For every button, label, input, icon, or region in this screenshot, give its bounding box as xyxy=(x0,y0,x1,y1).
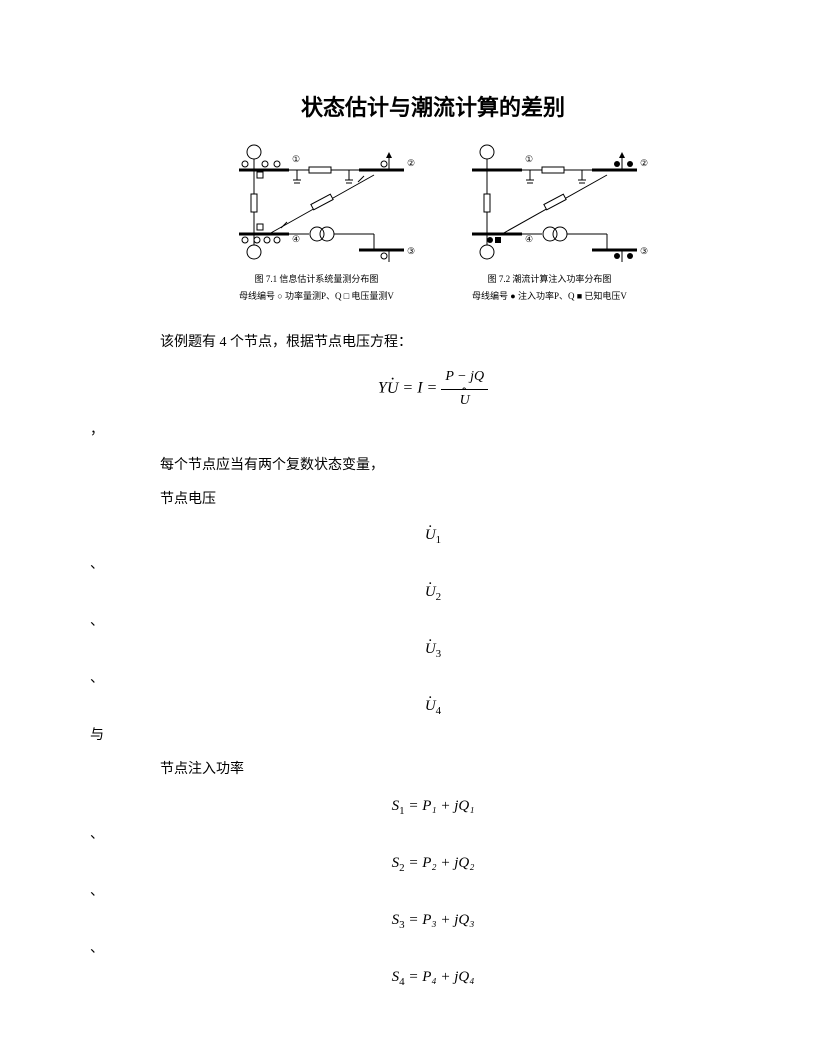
var-u2: U2 xyxy=(160,580,706,607)
tick-s3: 、 xyxy=(90,938,706,960)
diagram-right-legend: 母线编号 ● 注入功率P、Q ■ 已知电压V xyxy=(442,290,657,303)
svg-text:③: ③ xyxy=(407,246,415,256)
tick-1: 、 xyxy=(90,554,706,576)
svg-text:①: ① xyxy=(292,154,300,164)
svg-text:④: ④ xyxy=(525,234,533,244)
eq-s4: S4 = P₄ + jQ₄ xyxy=(160,965,706,992)
tick-s1: 、 xyxy=(90,824,706,846)
svg-text:②: ② xyxy=(407,158,415,168)
paragraph-2: 每个节点应当有两个复数状态变量， xyxy=(160,455,706,477)
paragraph-1: 该例题有 4 个节点，根据节点电压方程： xyxy=(160,332,706,354)
svg-text:④: ④ xyxy=(292,234,300,244)
page-title: 状态估计与潮流计算的差别 xyxy=(160,90,706,122)
var-u1: U1 xyxy=(160,523,706,550)
svg-text:③: ③ xyxy=(640,246,648,256)
diagram-left: ① ② ③ ④ 图 7.1 信息估计系统量测分布图 母线编号 ○ 功率量测P、Q… xyxy=(209,142,424,302)
equation-main: YU = I = P − jQ U xyxy=(160,366,706,412)
svg-text:②: ② xyxy=(640,158,648,168)
tick-3: 、 xyxy=(90,668,706,690)
diagram-right-caption: 图 7.2 潮流计算注入功率分布图 xyxy=(442,273,657,287)
eq-s1: S1 = P₁ + jQ₁ xyxy=(160,794,706,821)
diagram-left-legend: 母线编号 ○ 功率量测P、Q □ 电压量测V xyxy=(209,290,424,303)
svg-text:①: ① xyxy=(525,154,533,164)
eq-s2: S2 = P₂ + jQ₂ xyxy=(160,851,706,878)
diagram-right: ① ② ③ ④ 图 7.2 潮流计算注入功率分布图 母线编号 ● 注入功率P、Q… xyxy=(442,142,657,302)
var-u3: U3 xyxy=(160,637,706,664)
paragraph-3: 节点电压 xyxy=(160,489,706,511)
tick-s2: 、 xyxy=(90,881,706,903)
body-content: 该例题有 4 个节点，根据节点电压方程： YU = I = P − jQ U ，… xyxy=(160,332,706,991)
circuit-diagram-right: ① ② ③ ④ xyxy=(442,142,657,262)
yu-label: 与 xyxy=(90,725,706,747)
diagram-left-caption: 图 7.1 信息估计系统量测分布图 xyxy=(209,273,424,287)
tick-2: 、 xyxy=(90,611,706,633)
eq-s3: S3 = P₃ + jQ₃ xyxy=(160,908,706,935)
circuit-diagram-left: ① ② ③ ④ xyxy=(209,142,424,262)
var-u4: U4 xyxy=(160,694,706,721)
punct-comma: ， xyxy=(90,420,706,442)
diagram-row: ① ② ③ ④ 图 7.1 信息估计系统量测分布图 母线编号 ○ 功率量测P、Q… xyxy=(160,142,706,302)
paragraph-4: 节点注入功率 xyxy=(160,759,706,781)
